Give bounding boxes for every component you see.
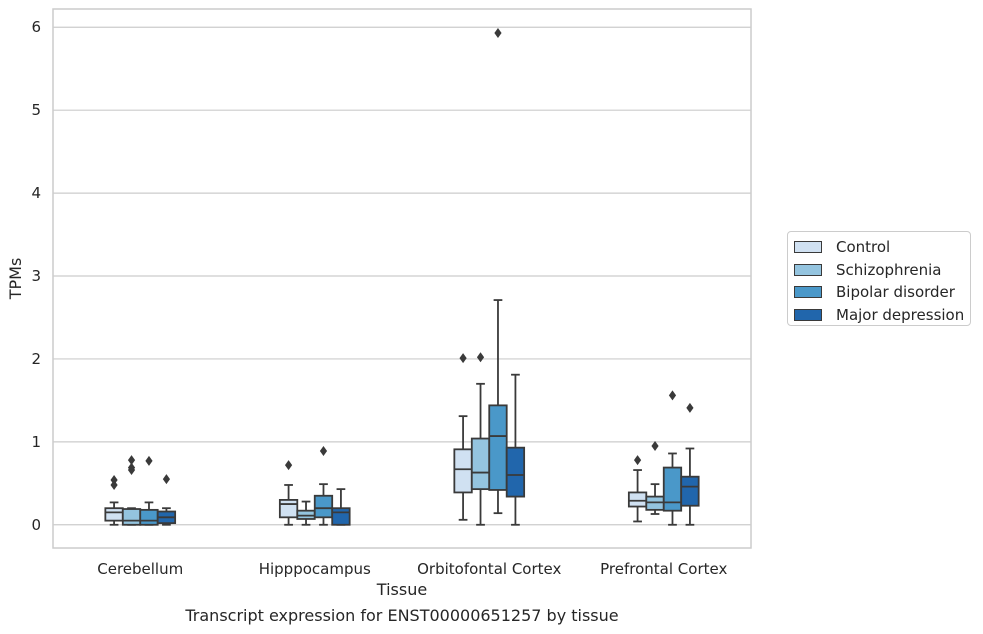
box [104, 507, 124, 522]
legend-item-bipolar-disorder: Bipolar disorder [794, 281, 970, 304]
y-tick-label: 2 [31, 350, 41, 368]
box [121, 508, 142, 526]
y-tick-label: 4 [31, 184, 41, 202]
legend: Control Schizophrenia Bipolar disorder M… [787, 231, 971, 326]
y-tick-label: 0 [31, 516, 41, 534]
legend-swatch [794, 308, 822, 321]
outlier-point [162, 474, 171, 485]
outlier-point [494, 28, 502, 39]
legend-label: Control [836, 238, 891, 257]
x-tick-label: Orbitofontal Cortex [417, 560, 561, 578]
outlier-point [127, 455, 136, 466]
x-axis-label: Tissue [376, 580, 427, 599]
box [680, 475, 700, 507]
plot-frame [52, 8, 752, 549]
x-tick-label: Cerebellum [97, 560, 183, 578]
outlier-point [284, 460, 293, 471]
outlier-point [459, 353, 467, 364]
outlier-point [110, 475, 118, 486]
outlier-point [319, 445, 328, 456]
box [278, 499, 299, 519]
legend-swatch [794, 241, 822, 254]
box [488, 404, 508, 491]
legend-item-major-depression: Major depression [794, 304, 970, 327]
y-tick-label: 3 [31, 267, 41, 285]
legend-swatch [794, 286, 822, 299]
box [662, 466, 683, 512]
outlier-point [686, 402, 694, 413]
outlier-point [668, 390, 677, 401]
outlier-point [127, 462, 136, 473]
box [313, 494, 334, 519]
legend-label: Schizophrenia [836, 260, 942, 279]
box [470, 437, 491, 491]
y-tick-label: 6 [31, 18, 41, 36]
outlier-point [145, 455, 153, 466]
y-tick-label: 1 [31, 433, 41, 451]
box [331, 507, 351, 526]
box [453, 448, 473, 494]
y-tick-label: 5 [31, 101, 41, 119]
box [627, 491, 648, 508]
plot-area [53, 9, 751, 548]
box [505, 446, 526, 498]
outlier-point [633, 455, 642, 466]
outlier-point [651, 441, 659, 452]
outlier-point [476, 352, 485, 363]
x-tick-label: Prefrontal Cortex [600, 560, 727, 578]
legend-item-control: Control [794, 236, 970, 259]
legend-label: Major depression [836, 305, 965, 324]
box [139, 508, 159, 526]
x-tick-label: Hipppocampus [259, 560, 371, 578]
legend-label: Bipolar disorder [836, 283, 955, 302]
chart-caption: Transcript expression for ENST0000065125… [185, 606, 619, 625]
y-axis-label: TPMs [6, 258, 25, 301]
legend-item-schizophrenia: Schizophrenia [794, 259, 970, 282]
legend-swatch [794, 263, 822, 276]
